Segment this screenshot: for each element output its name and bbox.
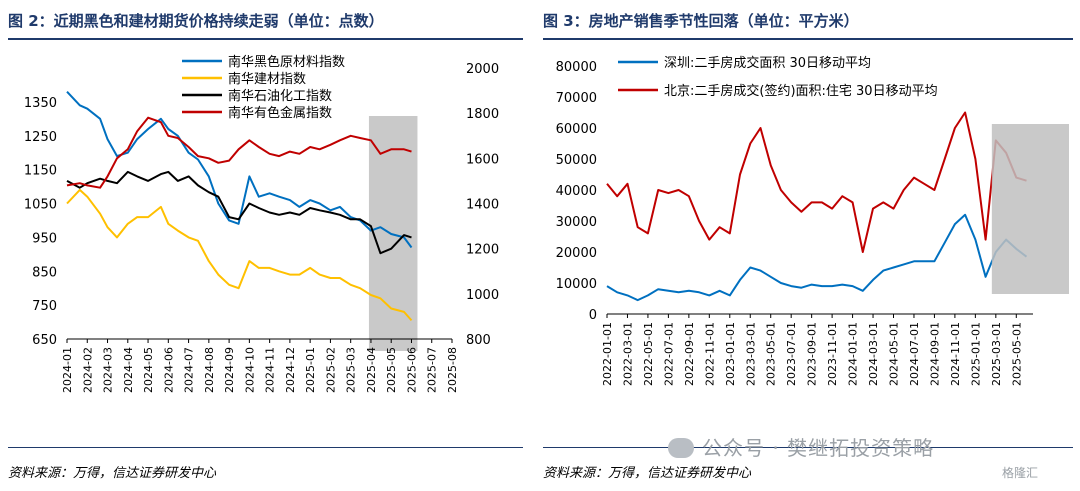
shaded-region — [991, 124, 1069, 294]
x-tick-label: 2022-01-01 — [601, 322, 614, 386]
legend-label: 南华有色金属指数 — [228, 105, 332, 121]
x-tick-label: 2023-09-01 — [806, 322, 819, 386]
right-chart: 0 10000 20000 30000 40000 50000 60000 70000 8000… — [556, 55, 1069, 386]
y-right-tick-label: 1400 — [466, 198, 499, 213]
x-tick-label: 2022-11-01 — [703, 322, 716, 386]
x-tick-label: 2024-05 — [142, 347, 155, 393]
y-left-tick-label: 850 — [32, 265, 57, 280]
y-tick-label: 20000 — [556, 246, 597, 261]
x-tick-label: 2024-11-01 — [949, 322, 962, 386]
x-tick-label: 2025-08 — [446, 347, 459, 393]
right-source-rule — [543, 447, 1073, 448]
x-tick-label: 2025-05 — [385, 347, 398, 393]
watermark-text: 公众号 · 樊继拓投资策略 — [702, 436, 935, 460]
y-tick-label: 40000 — [556, 184, 597, 199]
series-line — [606, 213, 1028, 302]
x-tick-label: 2024-11 — [264, 347, 277, 393]
y-tick-label: 50000 — [556, 153, 597, 168]
x-tick-label: 2024-03-01 — [867, 322, 880, 386]
y-right-tick-label: 800 — [466, 333, 491, 348]
left-title-rule — [8, 38, 523, 40]
right-chart-title: 图 3：房地产销售季节性回落（单位：平方米） — [543, 12, 859, 30]
y-right-tick-label: 1600 — [466, 152, 499, 167]
y-left-tick-label: 1250 — [24, 130, 57, 145]
x-tick-label: 2022-09-01 — [683, 322, 696, 386]
x-tick-label: 2024-07 — [183, 347, 196, 393]
x-tick-label: 2022-07-01 — [662, 322, 675, 386]
y-right-tick-label: 1200 — [466, 243, 499, 258]
x-tick-label: 2025-03 — [345, 347, 358, 393]
x-tick-label: 2025-01 — [304, 347, 317, 393]
x-tick-label: 2023-05-01 — [765, 322, 778, 386]
left-chart: 650 750 850 950 1050 1150 1250 1350 800 1000 1200 1… — [24, 54, 499, 393]
y-left-tick-label: 1350 — [24, 96, 57, 111]
y-tick-label: 10000 — [556, 277, 597, 292]
x-tick-label: 2025-07 — [426, 347, 439, 393]
series-line — [66, 170, 412, 255]
x-tick-label: 2024-06 — [162, 347, 175, 393]
x-tick-label: 2023-11-01 — [826, 322, 839, 386]
y-tick-label: 0 — [589, 308, 597, 323]
legend-label: 南华石油化工指数 — [228, 88, 332, 104]
y-left-tick-label: 1050 — [24, 198, 57, 213]
legend-label: 南华建材指数 — [228, 71, 306, 87]
x-tick-label: 2022-03-01 — [621, 322, 634, 386]
x-tick-label: 2023-07-01 — [785, 322, 798, 386]
x-tick-label: 2024-08 — [203, 347, 216, 393]
y-right-tick-label: 1000 — [466, 288, 499, 303]
left-source-rule — [8, 447, 523, 448]
x-tick-label: 2024-02 — [81, 347, 94, 393]
wechat-icon — [668, 437, 694, 458]
y-tick-label: 30000 — [556, 215, 597, 230]
y-left-tick-label: 650 — [32, 333, 57, 348]
x-tick-label: 2025-04 — [365, 347, 378, 393]
legend-label: 深圳:二手房成交面积 30日移动平均 — [664, 55, 871, 71]
x-tick-label: 2025-01-01 — [969, 322, 982, 386]
left-source: 资料来源：万得，信达证券研发中心 — [8, 466, 217, 481]
left-chart-title: 图 2：近期黑色和建材期货价格持续走弱（单位：点数） — [8, 12, 384, 30]
watermark: 公众号 · 樊继拓投资策略 — [668, 432, 934, 461]
x-tick-label: 2024-01-01 — [847, 322, 860, 386]
y-tick-label: 80000 — [556, 60, 597, 75]
x-tick-label: 2024-10 — [243, 347, 256, 393]
right-title-rule — [543, 38, 1073, 40]
right-source: 资料来源：万得，信达证券研发中心 — [543, 466, 752, 481]
legend-label: 北京:二手房成交(签约)面积:住宅 30日移动平均 — [664, 83, 938, 99]
x-tick-label: 2024-12 — [284, 347, 297, 393]
y-tick-label: 60000 — [556, 122, 597, 137]
x-tick-label: 2022-05-01 — [642, 322, 655, 386]
y-right-tick-label: 1800 — [466, 107, 499, 122]
x-tick-label: 2023-03-01 — [744, 322, 757, 386]
x-tick-label: 2024-09-01 — [928, 322, 941, 386]
y-left-tick-label: 750 — [32, 299, 57, 314]
series-line — [66, 116, 412, 189]
series-line — [606, 111, 1027, 253]
series-line — [66, 91, 413, 249]
x-tick-label: 2025-02 — [324, 347, 337, 393]
y-tick-label: 70000 — [556, 91, 597, 106]
x-tick-label: 2024-03 — [102, 347, 115, 393]
series-line — [66, 188, 413, 322]
x-tick-label: 2023-01-01 — [724, 322, 737, 386]
logo: 格隆汇 — [1002, 466, 1039, 480]
y-left-tick-label: 950 — [32, 231, 57, 246]
x-tick-label: 2024-01 — [61, 347, 74, 393]
y-left-tick-label: 1150 — [24, 164, 57, 179]
x-tick-label: 2024-04 — [122, 347, 135, 393]
x-tick-label: 2025-05-01 — [1010, 322, 1023, 386]
x-tick-label: 2025-06 — [405, 347, 418, 393]
y-right-tick-label: 2000 — [466, 62, 499, 77]
x-tick-label: 2024-07-01 — [908, 322, 921, 386]
x-tick-label: 2025-03-01 — [990, 322, 1003, 386]
legend-label: 南华黑色原材料指数 — [228, 54, 345, 70]
x-tick-label: 2024-09 — [223, 347, 236, 393]
x-tick-label: 2024-05-01 — [888, 322, 901, 386]
